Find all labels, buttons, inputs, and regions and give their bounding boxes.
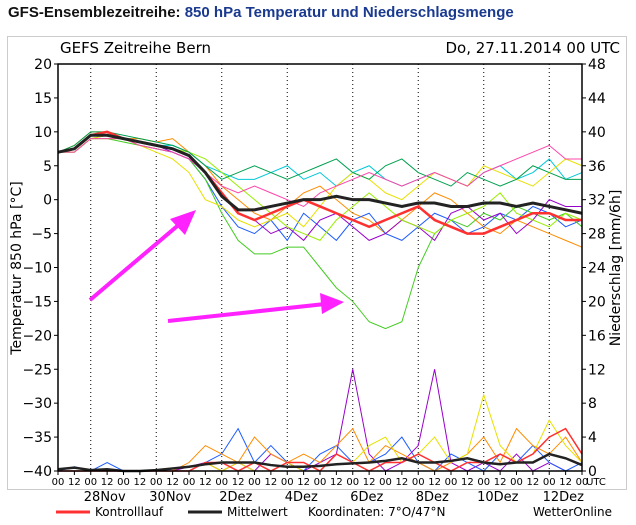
y2-tick-label: 16 bbox=[588, 328, 606, 344]
y2-tick-label: 12 bbox=[588, 362, 606, 378]
page-title: GFS-Ensemblezeitreihe: 850 hPa Temperatu… bbox=[8, 4, 514, 21]
x-hour-label: 00 bbox=[248, 477, 261, 488]
x-hour-label: 00 bbox=[576, 477, 589, 488]
ensemble-member-line bbox=[57, 131, 582, 187]
x-hour-label: 12 bbox=[134, 477, 147, 488]
x-date-label: 30Nov bbox=[149, 490, 191, 505]
ensemble-member-line bbox=[57, 131, 583, 248]
ensemble-member-line bbox=[58, 138, 583, 330]
x-date-label: 2Dez bbox=[219, 490, 252, 505]
run-time: Do, 27.11.2014 00 UTC bbox=[445, 39, 620, 57]
x-date-label: 28Nov bbox=[84, 490, 126, 505]
title-main: 850 hPa Temperatur und Niederschlagsmeng… bbox=[184, 4, 514, 21]
x-hour-label: 12 bbox=[232, 477, 245, 488]
y2-tick-label: 36 bbox=[588, 159, 606, 175]
x-hour-label: 00 bbox=[281, 477, 294, 488]
x-hour-label: 00 bbox=[314, 477, 327, 488]
ensemble-member-line bbox=[58, 134, 583, 228]
x-date-label: 8Dez bbox=[416, 490, 449, 505]
x-utc-label: UTC bbox=[586, 477, 606, 488]
x-hour-label: 12 bbox=[199, 477, 212, 488]
x-hour-label: 12 bbox=[428, 477, 441, 488]
x-hour-label: 12 bbox=[363, 477, 376, 488]
ensemble-mean-line bbox=[57, 133, 583, 215]
arrow-1-head bbox=[170, 210, 196, 235]
y-tick-label: −30 bbox=[22, 396, 52, 412]
x-hour-label: 12 bbox=[101, 477, 114, 488]
chart-title: GEFS Zeitreihe Bern bbox=[60, 39, 211, 57]
x-hour-label: 12 bbox=[527, 477, 540, 488]
y-tick-label: 20 bbox=[34, 57, 52, 73]
x-date-label: 4Dez bbox=[285, 490, 318, 505]
y-tick-label: −5 bbox=[31, 227, 52, 243]
annotation-arrows bbox=[88, 210, 344, 323]
x-hour-label: 12 bbox=[265, 477, 278, 488]
y2-tick-label: 32 bbox=[588, 193, 606, 209]
legend-control: Kontrolllauf bbox=[95, 505, 164, 519]
y2-axis-label: Niederschlag [mm/6h] bbox=[608, 190, 624, 347]
y-tick-label: 15 bbox=[34, 91, 52, 107]
title-prefix: GFS-Ensemblezeitreihe: bbox=[8, 4, 181, 21]
y-tick-label: −20 bbox=[22, 328, 52, 344]
arrow-2 bbox=[167, 302, 326, 323]
legend-mean: Mittelwert bbox=[227, 505, 288, 519]
x-hour-label: 12 bbox=[330, 477, 343, 488]
y2-tick-label: 28 bbox=[588, 227, 606, 243]
y-tick-label: −40 bbox=[22, 464, 52, 480]
x-hour-label: 00 bbox=[477, 477, 490, 488]
y2-tick-label: 48 bbox=[588, 57, 606, 73]
y-tick-label: −15 bbox=[22, 294, 52, 310]
y2-tick-label: 44 bbox=[588, 91, 606, 107]
arrow-1 bbox=[88, 220, 184, 302]
y2-tick-label: 24 bbox=[588, 261, 606, 277]
x-hour-label: 00 bbox=[117, 477, 130, 488]
y-tick-label: 5 bbox=[43, 159, 52, 175]
y-axis-label: Temperatur 850 hPa [°C] bbox=[9, 181, 25, 355]
control-run-line bbox=[57, 130, 582, 235]
x-hour-label: 12 bbox=[297, 477, 310, 488]
x-hour-label: 00 bbox=[543, 477, 556, 488]
x-hour-label: 00 bbox=[379, 477, 392, 488]
x-date-label: 6Dez bbox=[350, 490, 383, 505]
legend-source: WetterOnline bbox=[533, 505, 612, 519]
y-tick-label: −10 bbox=[22, 261, 52, 277]
x-hour-label: 12 bbox=[166, 477, 179, 488]
precip-member-line bbox=[58, 392, 583, 472]
x-date-label: 10Dez bbox=[477, 490, 519, 505]
x-hour-label: 00 bbox=[52, 477, 65, 488]
arrow-2-head bbox=[320, 293, 344, 314]
x-hour-label: 12 bbox=[494, 477, 507, 488]
x-hour-label: 00 bbox=[215, 477, 228, 488]
y-tick-label: −25 bbox=[22, 362, 52, 378]
x-hour-label: 00 bbox=[150, 477, 163, 488]
y2-tick-label: 4 bbox=[588, 430, 597, 446]
x-hour-label: 12 bbox=[461, 477, 474, 488]
x-hour-label: 12 bbox=[68, 477, 81, 488]
y-tick-label: 0 bbox=[43, 193, 52, 209]
x-hour-label: 12 bbox=[559, 477, 572, 488]
y2-tick-label: 40 bbox=[588, 125, 606, 141]
x-hour-label: 00 bbox=[510, 477, 523, 488]
chart-frame bbox=[7, 36, 627, 490]
x-hour-label: 00 bbox=[84, 477, 97, 488]
y-tick-label: 10 bbox=[34, 125, 52, 141]
x-date-label: 12Dez bbox=[543, 490, 585, 505]
x-hour-label: 00 bbox=[412, 477, 425, 488]
y2-tick-label: 0 bbox=[588, 464, 597, 480]
y2-tick-label: 20 bbox=[588, 294, 606, 310]
y2-tick-label: 8 bbox=[588, 396, 597, 412]
x-hour-label: 00 bbox=[183, 477, 196, 488]
legend: Kontrolllauf Mittelwert Koordinaten: 7°O… bbox=[56, 505, 612, 519]
ensemble-member-line bbox=[58, 138, 582, 208]
x-hour-label: 00 bbox=[346, 477, 359, 488]
x-hour-label: 12 bbox=[396, 477, 409, 488]
x-hour-label: 00 bbox=[445, 477, 458, 488]
y-tick-label: −35 bbox=[22, 430, 52, 446]
legend-coords: Koordinaten: 7°O/47°N bbox=[308, 505, 446, 519]
